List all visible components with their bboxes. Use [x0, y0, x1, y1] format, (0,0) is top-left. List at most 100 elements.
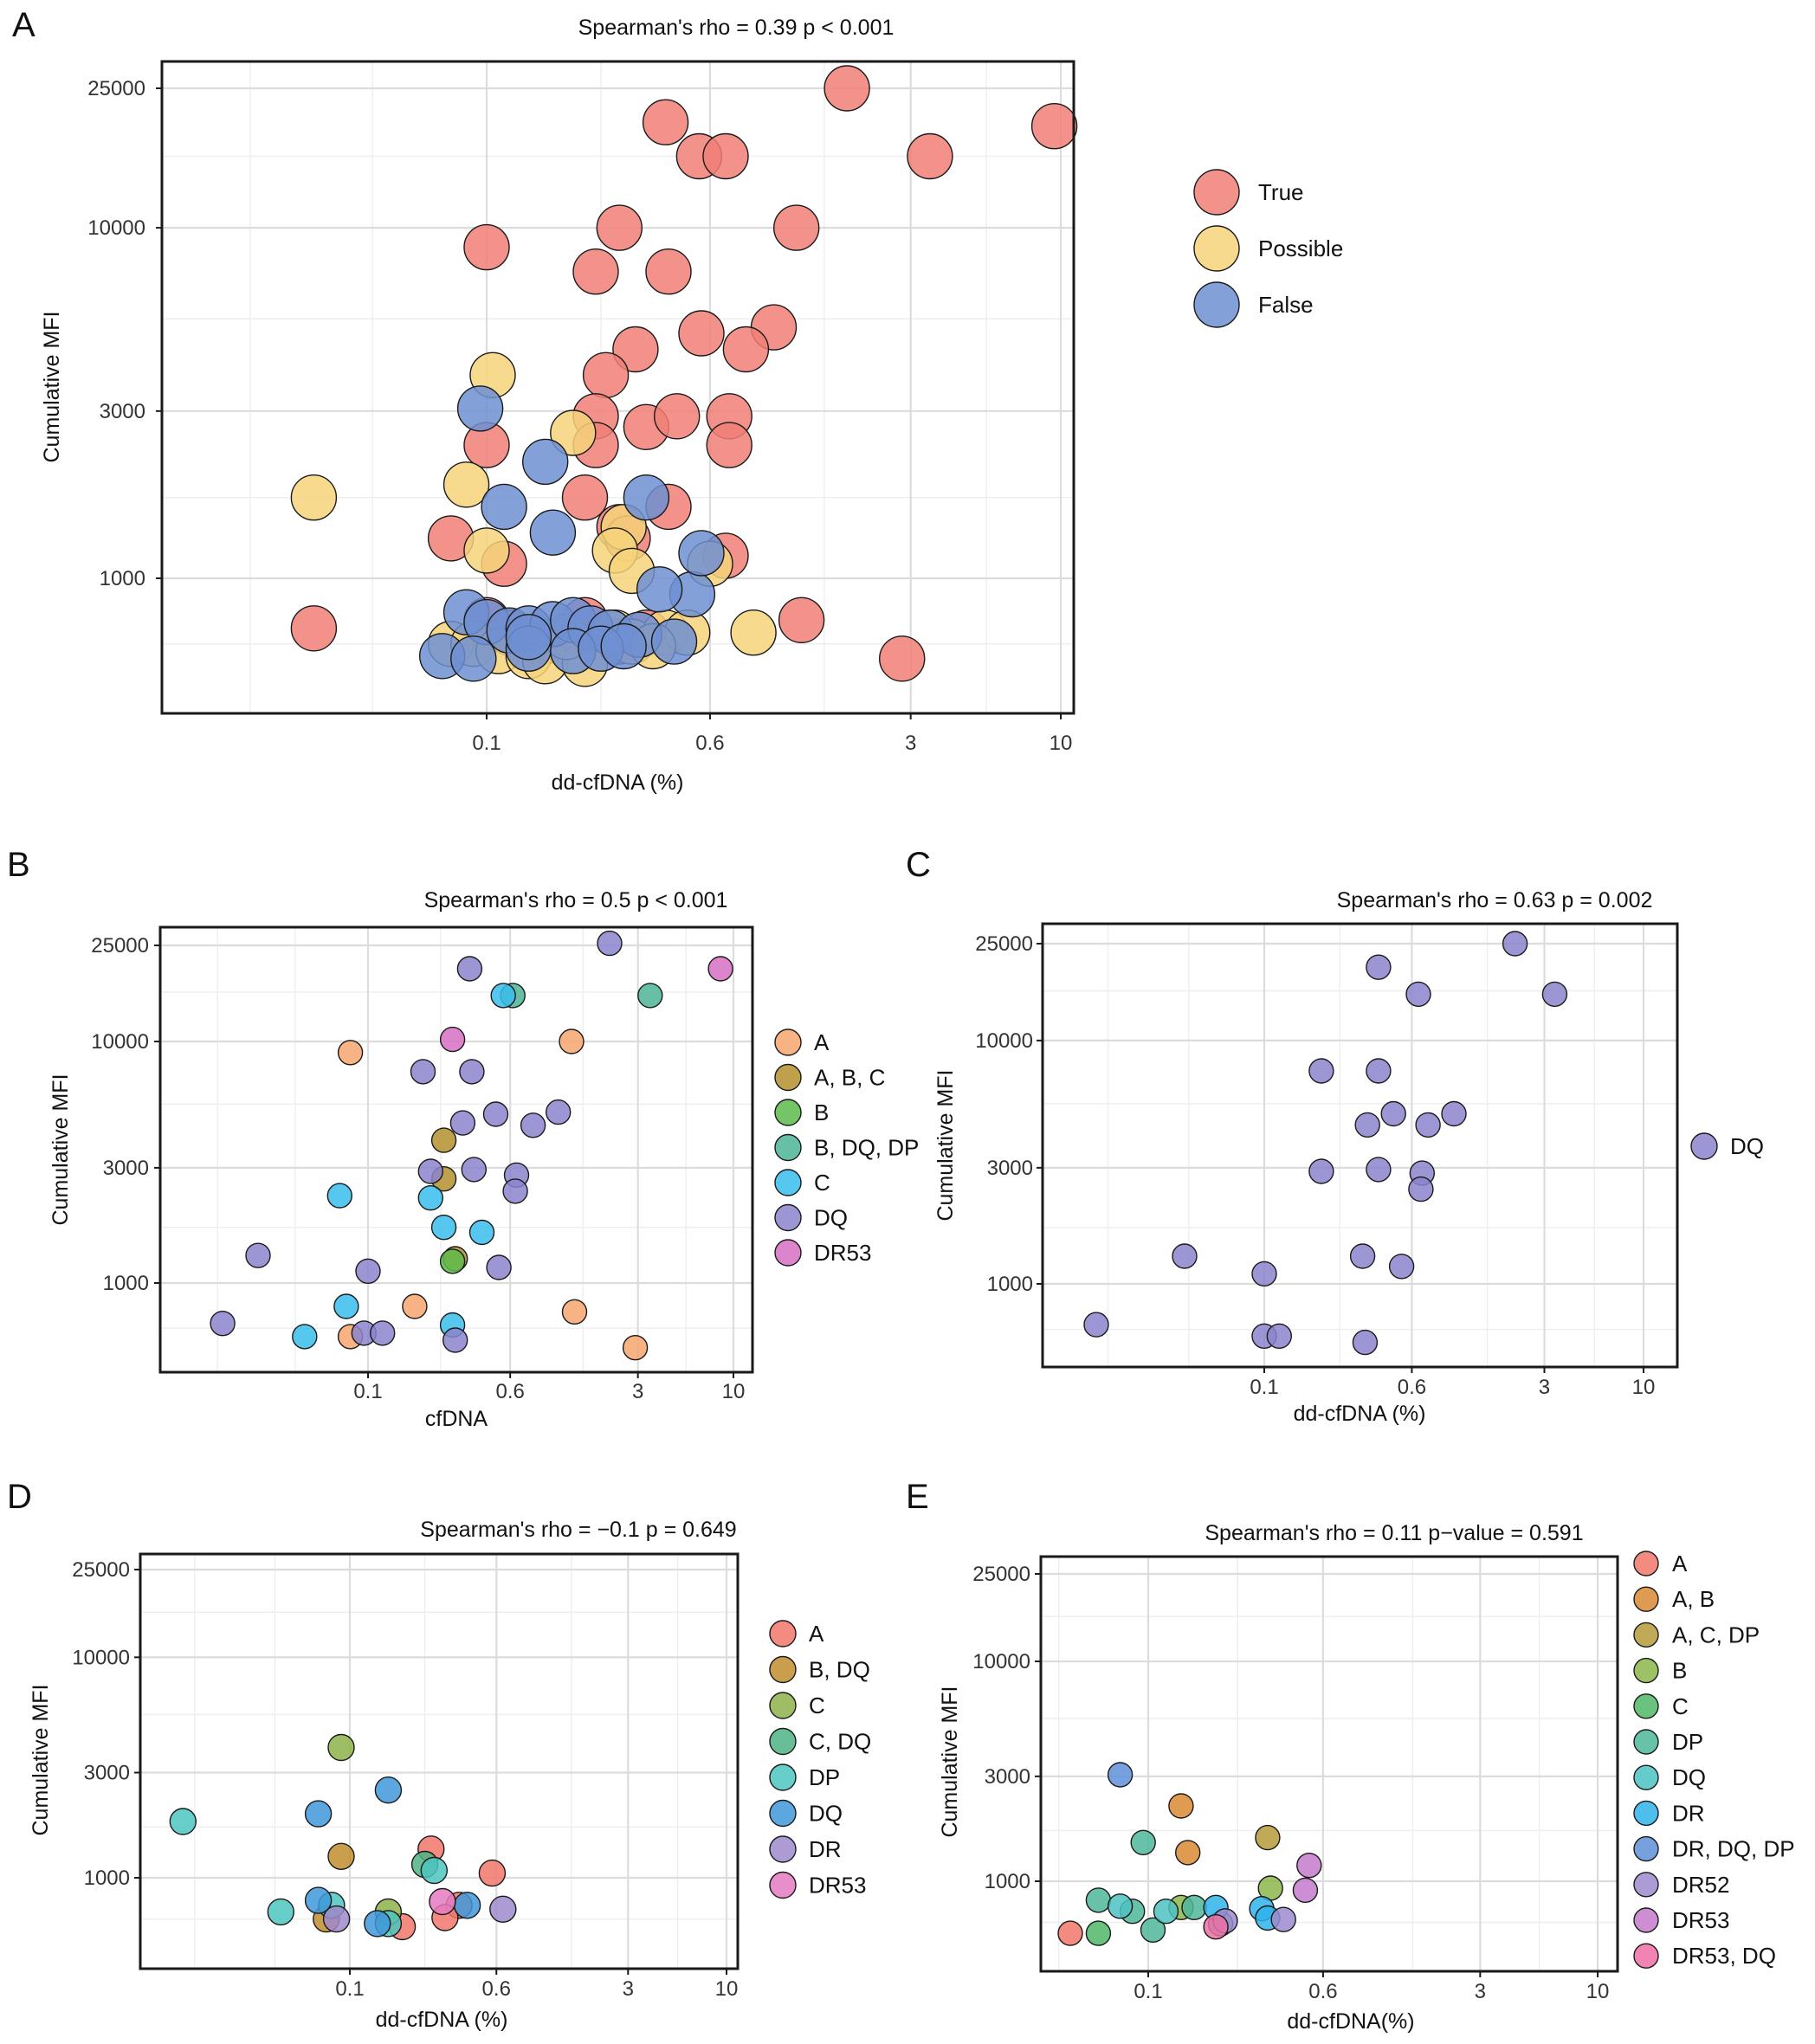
data-point-a	[1057, 1920, 1083, 1946]
legend-swatch-dq	[1690, 1132, 1718, 1160]
data-point-dr52	[1270, 1906, 1296, 1932]
legend-label-a: A	[809, 1621, 824, 1647]
panel-c-y-label: Cumulative MFI	[933, 1069, 958, 1221]
legend-label-dq: DQ	[809, 1801, 843, 1827]
data-point-true	[654, 393, 701, 440]
data-point-dq	[461, 1157, 487, 1183]
y-tick-label: 3000	[100, 400, 145, 423]
legend-label-dr-dq-dp: DR, DQ, DP	[1672, 1836, 1795, 1862]
data-point-dq	[245, 1242, 271, 1268]
y-tick-label: 3000	[985, 1765, 1030, 1789]
data-point-dq	[210, 1310, 236, 1337]
data-point-dr53	[429, 1887, 456, 1916]
x-tick-label: 3	[1475, 1980, 1486, 2003]
legend-label-dp: DP	[809, 1764, 840, 1790]
data-point-false	[600, 622, 647, 670]
data-point-dq	[1388, 1254, 1415, 1280]
data-point-dq	[1083, 1312, 1109, 1338]
panel-d-legend: A B, DQ C C, DQ DP DQ DR DR53	[769, 1620, 871, 1899]
data-point-dp	[1181, 1894, 1207, 1921]
data-point-dq	[1366, 1157, 1392, 1183]
x-tick-label: 10	[1050, 732, 1073, 755]
x-tick-label: 0.6	[695, 732, 724, 755]
data-point-possible	[730, 609, 777, 656]
y-tick-label: 3000	[103, 1157, 149, 1180]
y-tick-label: 25000	[91, 934, 149, 958]
panel-b-legend: A A, B, C B B, DQ, DP C DQ DR53	[774, 1028, 919, 1267]
legend-label-b: B	[1672, 1658, 1687, 1684]
x-tick-label: 10	[715, 1977, 739, 2001]
legend-swatch-c	[1633, 1693, 1659, 1719]
x-tick-label: 0.1	[472, 732, 501, 755]
data-point-true	[642, 99, 689, 145]
y-tick-label: 10000	[91, 1030, 149, 1054]
data-point-c	[326, 1183, 352, 1209]
data-point-dq	[1352, 1329, 1379, 1356]
data-point-dq	[453, 1892, 481, 1919]
panel-a: A Spearman's rho = 0.39 p < 0.001 0.1 0.6…	[12, 6, 1343, 795]
data-point-true	[582, 351, 630, 398]
data-point-b-dq	[327, 1842, 355, 1871]
data-point-a	[561, 1299, 588, 1325]
x-tick-label: 10	[1586, 1980, 1610, 2003]
panel-a-frame	[160, 60, 1075, 715]
data-point-dq	[1502, 931, 1528, 957]
legend-label-c: C	[1672, 1693, 1689, 1719]
data-point-dq	[449, 1110, 476, 1136]
data-point-false	[456, 385, 504, 432]
x-tick-label: 3	[623, 1977, 634, 2001]
panel-d-title: Spearman's rho = −0.1 p = 0.649	[420, 1518, 736, 1542]
panel-c-frame	[1041, 922, 1679, 1369]
data-point-dq	[370, 1320, 396, 1346]
data-point-true	[612, 326, 659, 373]
x-tick-label: 0.6	[482, 1977, 511, 2001]
data-point-c	[333, 1293, 359, 1319]
data-point-dq	[374, 1776, 403, 1804]
data-point-a	[559, 1028, 585, 1054]
data-point-true	[702, 132, 749, 180]
y-tick-label: 3000	[987, 1157, 1033, 1180]
legend-label-a-c-dp: A, C, DP	[1672, 1622, 1760, 1647]
legend-swatch-true	[1193, 169, 1240, 216]
data-point-dq	[1541, 981, 1568, 1008]
legend-label-c: C	[814, 1170, 830, 1196]
data-point-c	[468, 1219, 495, 1246]
data-point-dq	[1107, 1893, 1134, 1919]
data-point-dq	[1408, 1176, 1434, 1203]
x-tick-label: 0.6	[1398, 1376, 1426, 1399]
data-point-a-b	[1174, 1840, 1201, 1866]
panel-b-frame	[158, 925, 754, 1374]
panel-e-frame	[1039, 1555, 1619, 1973]
legend-label-false: False	[1258, 292, 1314, 318]
data-point-dp	[1085, 1887, 1112, 1913]
legend-label-b-dq: B, DQ	[809, 1657, 870, 1683]
data-point-dq	[304, 1800, 333, 1828]
data-point-false	[678, 530, 725, 577]
panel-letter-b: B	[7, 846, 30, 884]
panel-letter-d: D	[7, 1478, 32, 1516]
panel-a-ticks: 0.1 0.6 3 10 1000 3000 10000 25000	[87, 77, 1072, 755]
panel-b-points	[210, 930, 733, 1361]
panel-a-points	[290, 65, 1078, 687]
x-tick-label: 0.1	[1134, 1980, 1162, 2003]
x-tick-label: 10	[1632, 1376, 1656, 1399]
legend-swatch-c	[774, 1169, 802, 1196]
legend-swatch-dr53	[774, 1239, 802, 1267]
legend-swatch-dr-dq-dp	[1633, 1835, 1659, 1862]
panel-c-grid	[1043, 924, 1677, 1367]
legend-label-dr53: DR53	[814, 1240, 871, 1266]
y-tick-label: 1000	[985, 1870, 1030, 1893]
legend-label-dp: DP	[1672, 1729, 1703, 1755]
legend-swatch-b	[774, 1099, 802, 1126]
data-point-dq	[1405, 981, 1431, 1008]
legend-swatch-dq	[774, 1203, 802, 1232]
data-point-true	[773, 204, 820, 251]
panel-d-y-label: Cumulative MFI	[29, 1684, 53, 1835]
data-point-true	[907, 132, 953, 180]
data-point-dr53	[707, 956, 733, 982]
data-point-a-b	[1168, 1793, 1194, 1819]
data-point-dp	[267, 1898, 294, 1926]
data-point-dq	[486, 1254, 512, 1280]
data-point-dq	[355, 1258, 381, 1285]
data-point-dp	[420, 1856, 448, 1885]
